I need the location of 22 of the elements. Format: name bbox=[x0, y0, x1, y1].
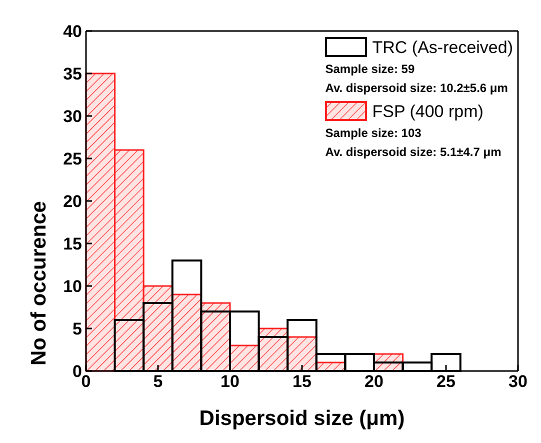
x-tick-label: 5 bbox=[153, 372, 163, 392]
y-tick-label: 40 bbox=[63, 22, 82, 42]
y-tick-label: 35 bbox=[63, 64, 82, 84]
x-tick-label: 25 bbox=[436, 372, 456, 392]
y-tick-label: 5 bbox=[72, 320, 82, 339]
y-tick-label: 15 bbox=[63, 234, 82, 254]
annotation: Sample size: 59 bbox=[325, 61, 416, 78]
x-tick-label: 30 bbox=[508, 372, 528, 392]
x-axis-title: Dispersoid size (μm) bbox=[199, 407, 405, 430]
y-tick-label: 30 bbox=[63, 107, 82, 126]
annotation: Sample size: 103 bbox=[325, 125, 422, 142]
annotation: Av. dispersoid size: 10.2±5.6 μm bbox=[325, 80, 509, 97]
y-tick-label: 25 bbox=[63, 150, 82, 169]
y-tick-label: 10 bbox=[63, 277, 82, 296]
y-axis-title: No of occurence bbox=[27, 201, 50, 366]
y-tick-label: 20 bbox=[63, 192, 82, 212]
x-tick-label: 20 bbox=[364, 372, 384, 392]
legend-label: TRC (As-received) bbox=[372, 38, 513, 56]
legend-label: FSP (400 rpm) bbox=[372, 102, 484, 120]
x-tick-label: 10 bbox=[220, 372, 240, 392]
x-tick-label: 15 bbox=[292, 372, 312, 392]
annotation: Av. dispersoid size: 5.1±4.7 μm bbox=[325, 144, 502, 161]
